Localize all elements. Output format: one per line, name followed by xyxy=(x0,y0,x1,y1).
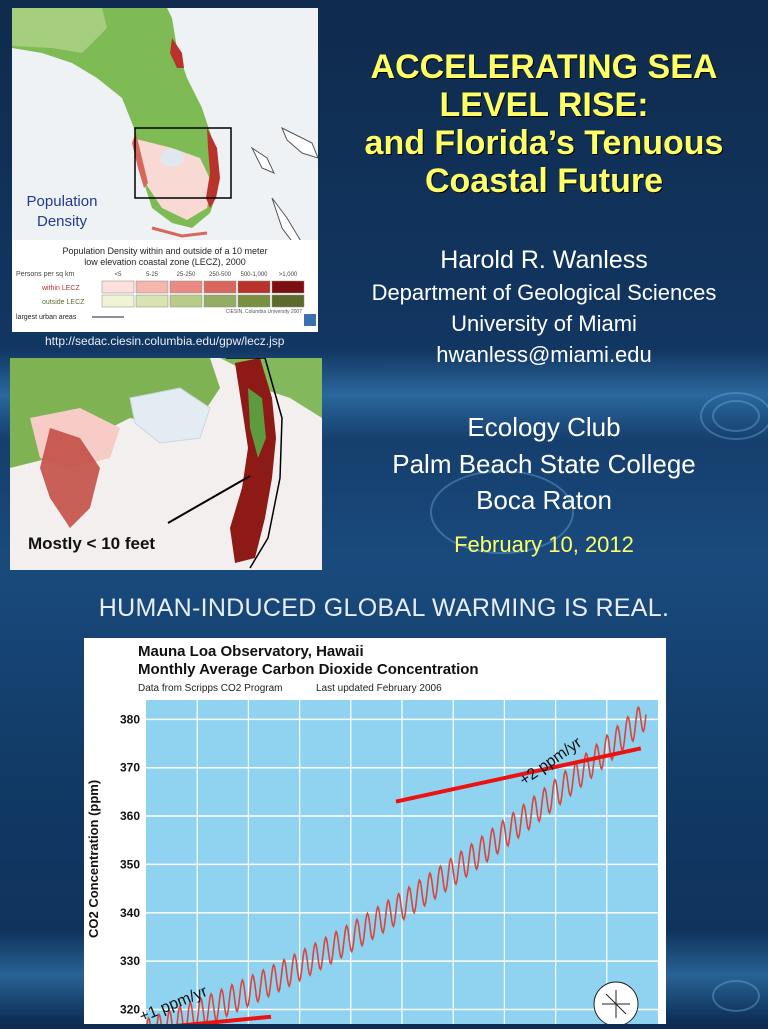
title-line-1: ACCELERATING SEA xyxy=(370,48,718,86)
legend-bin-label: 5-25 xyxy=(146,272,159,278)
legend-swatch-outside xyxy=(271,294,305,308)
legend-swatches xyxy=(101,280,305,308)
legend-swatch-within xyxy=(101,280,135,294)
y-tick-label: 360 xyxy=(120,809,140,823)
chart-updated-note: Last updated February 2006 xyxy=(316,683,442,694)
title-line-4: Coastal Future xyxy=(424,162,664,200)
legend-swatch-within xyxy=(237,280,271,294)
y-tick-label: 370 xyxy=(120,761,140,775)
legend-swatch-within xyxy=(203,280,237,294)
event-college: Palm Beach State College xyxy=(392,449,696,479)
legend-swatch-outside xyxy=(101,294,135,308)
title-line-3: and Florida’s Tenuous xyxy=(364,124,724,162)
legend-outside-label: outside LECZ xyxy=(42,299,85,306)
legend-bin-labels: <5 5-25 25-250 250-500 500-1,000 >1,000 xyxy=(115,272,298,278)
ripple-decoration xyxy=(712,980,760,1012)
legend-swatch-outside xyxy=(203,294,237,308)
legend-swatch-within xyxy=(135,280,169,294)
event-location: Boca Raton xyxy=(476,485,612,515)
legend-header: Persons per sq km xyxy=(16,271,75,278)
legend-bin-label: >1,000 xyxy=(279,272,298,278)
legend-urban-label: largest urban areas xyxy=(16,314,77,321)
scripps-logo-icon xyxy=(593,981,639,1027)
ciesin-logo-icon xyxy=(304,314,316,326)
presentation-title: ACCELERATING SEA LEVEL RISE: and Florida… xyxy=(330,48,758,200)
university: University of Miami xyxy=(451,311,637,336)
section-headline: HUMAN-INDUCED GLOBAL WARMING IS REAL. xyxy=(98,594,670,622)
population-density-map: Population Density Population Density wi… xyxy=(12,8,318,332)
chart-grid xyxy=(146,700,658,1024)
co2-chart-svg: Mauna Loa Observatory, Hawaii Monthly Av… xyxy=(86,643,658,1029)
map-credit: CIESIN, Columbia University 2007 xyxy=(226,309,303,315)
chart-subtitle: Monthly Average Carbon Dioxide Concentra… xyxy=(138,661,479,678)
legend-title-line1: Population Density within and outside of… xyxy=(62,246,267,256)
y-tick-label: 320 xyxy=(120,1002,140,1016)
y-axis-ticks: 320 330 340 350 360 370 380 xyxy=(120,712,140,1016)
coastal-outline xyxy=(226,358,283,569)
map-label-line2: Density xyxy=(37,213,88,230)
author-name: Harold R. Wanless xyxy=(440,246,648,274)
map-source-url[interactable]: http://sedac.ciesin.columbia.edu/gpw/lec… xyxy=(45,334,285,348)
legend-swatch-outside xyxy=(237,294,271,308)
south-florida-zoom-map: Mostly < 10 feet xyxy=(10,358,322,570)
co2-chart: Mauna Loa Observatory, Hawaii Monthly Av… xyxy=(84,638,666,1029)
ripple-decoration xyxy=(700,392,768,440)
map-label-line1: Population xyxy=(27,193,98,210)
co2-series-line xyxy=(145,705,647,1029)
presentation-date: February 10, 2012 xyxy=(454,532,634,557)
department: Department of Geological Sciences xyxy=(371,280,717,305)
legend-swatch-within xyxy=(271,280,305,294)
author-email[interactable]: hwanless@miami.edu xyxy=(436,342,652,367)
y-tick-label: 380 xyxy=(120,712,140,726)
legend-bin-label: 500-1,000 xyxy=(240,272,268,278)
y-tick-label: 340 xyxy=(120,906,140,920)
title-line-2: LEVEL RISE: xyxy=(439,86,649,124)
south-florida-map-image: Mostly < 10 feet xyxy=(10,358,322,570)
chart-title: Mauna Loa Observatory, Hawaii xyxy=(138,643,364,660)
event-club: Ecology Club xyxy=(467,412,621,442)
legend-swatch-outside xyxy=(135,294,169,308)
ripple-decoration xyxy=(430,470,574,554)
y-tick-label: 350 xyxy=(120,857,140,871)
legend-title-line2: low elevation coastal zone (LECZ), 2000 xyxy=(84,257,246,267)
legend-swatch-within xyxy=(169,280,203,294)
map-annotation: Mostly < 10 feet xyxy=(28,534,155,553)
legend-bin-label: 25-250 xyxy=(177,272,196,278)
y-axis-label: CO2 Concentration (ppm) xyxy=(86,780,101,938)
legend-bin-label: <5 xyxy=(115,272,123,278)
y-tick-label: 330 xyxy=(120,954,140,968)
chart-source-note: Data from Scripps CO2 Program xyxy=(138,683,283,694)
florida-map-image: Population Density Population Density wi… xyxy=(12,8,318,332)
study-area-box xyxy=(134,127,232,199)
legend-swatch-outside xyxy=(169,294,203,308)
annotation-arrow xyxy=(167,475,251,524)
legend-bin-label: 250-500 xyxy=(209,272,232,278)
legend-within-label: within LECZ xyxy=(41,285,80,292)
trend-line xyxy=(395,746,642,804)
